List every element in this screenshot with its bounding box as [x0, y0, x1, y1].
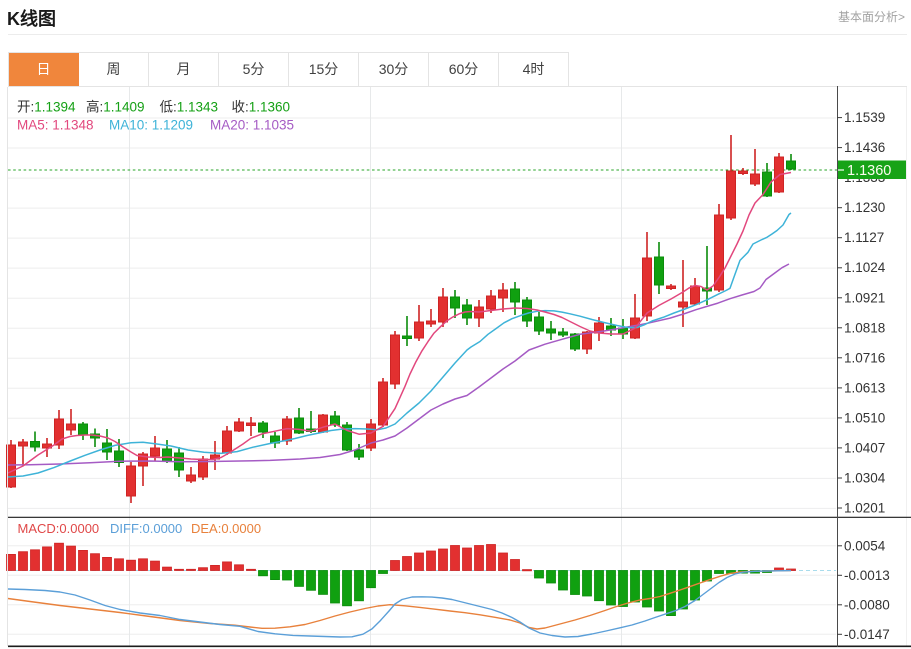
- svg-text:1.0510: 1.0510: [844, 410, 885, 425]
- svg-text:1.0201: 1.0201: [844, 501, 885, 516]
- svg-text:1.0304: 1.0304: [844, 471, 886, 486]
- svg-text:-0.0080: -0.0080: [844, 597, 890, 612]
- svg-text:1.0716: 1.0716: [844, 350, 885, 365]
- svg-text:1.0921: 1.0921: [844, 290, 885, 305]
- svg-text:0.0054: 0.0054: [844, 538, 886, 553]
- svg-text:1.1127: 1.1127: [844, 230, 884, 245]
- svg-text:1.1024: 1.1024: [844, 260, 886, 275]
- svg-text:-0.0013: -0.0013: [844, 568, 890, 583]
- svg-text:1.1539: 1.1539: [844, 110, 885, 125]
- svg-text:1.1360: 1.1360: [847, 163, 891, 179]
- svg-text:1.0613: 1.0613: [844, 380, 885, 395]
- svg-text:1.1436: 1.1436: [844, 140, 885, 155]
- svg-text:1.0407: 1.0407: [844, 440, 885, 455]
- svg-text:1.0818: 1.0818: [844, 320, 885, 335]
- svg-text:-0.0147: -0.0147: [844, 627, 890, 642]
- svg-text:1.1230: 1.1230: [844, 200, 885, 215]
